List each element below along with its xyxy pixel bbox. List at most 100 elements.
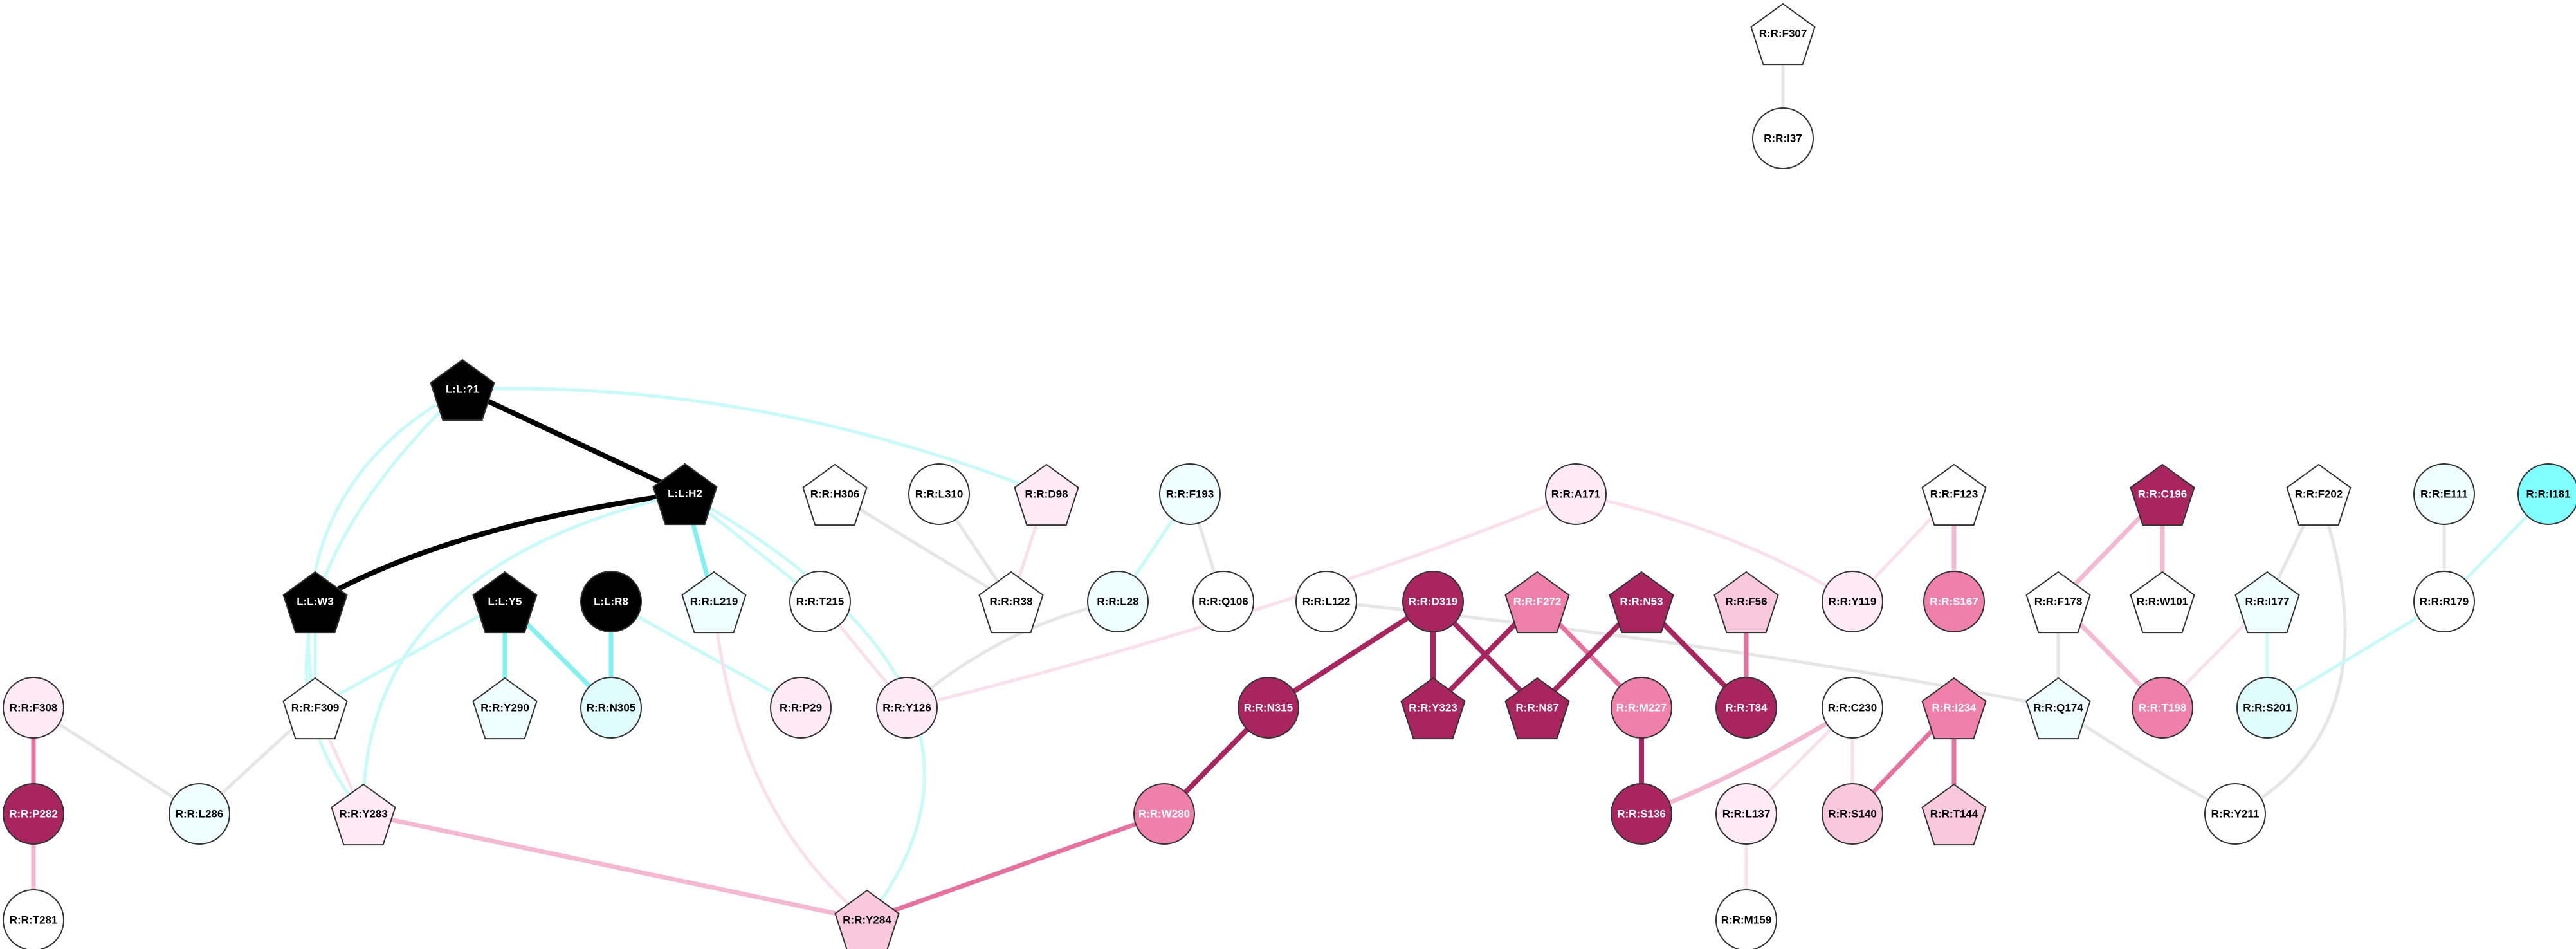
pentagon-node-shape	[331, 783, 396, 846]
node-label: R:R:N87	[1515, 702, 1558, 714]
node-r-r-w280: R:R:W280	[1133, 783, 1195, 845]
circle-node-shape	[908, 463, 970, 525]
node-label: R:R:R179	[2420, 596, 2469, 608]
node-r-r-s167: R:R:S167	[1923, 571, 1985, 632]
pentagon-node-shape	[681, 571, 747, 634]
node-label: R:R:F202	[2295, 488, 2343, 501]
node-l-l-y5: L:L:Y5	[472, 571, 538, 634]
node-r-r-f123: R:R:F123	[1921, 463, 1987, 526]
node-label: R:R:S201	[2243, 702, 2292, 714]
node-r-r-y126: R:R:Y126	[876, 677, 938, 739]
edge-r-r-w280-r-r-y284	[864, 811, 1167, 923]
pentagon-node-shape	[2234, 571, 2300, 634]
pentagon-node-shape	[2130, 463, 2195, 526]
node-r-r-d98: R:R:D98	[1014, 463, 1079, 526]
node-label: R:R:S136	[1617, 808, 1666, 820]
node-r-r-i37: R:R:I37	[1752, 107, 1814, 169]
pentagon-node-shape	[282, 571, 348, 634]
circle-node-shape	[789, 571, 851, 632]
node-r-r-c196: R:R:C196	[2130, 463, 2195, 526]
pentagon-node-shape	[282, 677, 348, 740]
pentagon-node-shape	[2286, 463, 2352, 526]
node-r-r-q106: R:R:Q106	[1192, 571, 1254, 632]
node-l-l-h2: L:L:H2	[652, 463, 718, 526]
edge-r-r-d319-r-r-n315	[1266, 599, 1436, 710]
pentagon-node-shape	[1921, 783, 1987, 846]
circle-node-shape	[1087, 571, 1149, 632]
circle-node-shape	[169, 783, 230, 845]
circle-node-shape	[2517, 463, 2576, 525]
node-label: R:R:I181	[2526, 488, 2571, 501]
node-r-r-m159: R:R:M159	[1715, 889, 1777, 949]
edge-r-r-a171-r-r-y119	[1574, 492, 1854, 603]
node-label: L:L:R8	[594, 596, 628, 608]
node-label: R:R:T281	[10, 914, 58, 926]
node-label: R:R:Y119	[1829, 596, 1877, 608]
node-r-r-f272: R:R:F272	[1504, 571, 1570, 634]
pentagon-node-shape	[2025, 677, 2091, 740]
circle-node-shape	[580, 677, 642, 739]
circle-node-shape	[1715, 889, 1777, 949]
pentagon-node-shape	[1014, 463, 1079, 526]
node-r-r-n305: R:R:N305	[580, 677, 642, 739]
node-r-r-c230: R:R:C230	[1822, 677, 1883, 739]
circle-node-shape	[580, 571, 642, 632]
node-r-r-f309: R:R:F309	[282, 677, 348, 740]
node-r-r-l219: R:R:L219	[681, 571, 747, 634]
node-label: R:R:W280	[1138, 808, 1190, 820]
node-label: R:R:Y126	[882, 702, 931, 714]
circle-node-shape	[1159, 463, 1221, 525]
node-label: R:R:N53	[1620, 596, 1663, 608]
pentagon-node-shape	[472, 677, 538, 740]
node-label: R:R:F309	[291, 702, 340, 714]
node-label: R:R:L28	[1097, 596, 1138, 608]
node-label: R:R:F193	[1166, 488, 1214, 501]
circle-node-shape	[1295, 571, 1357, 632]
node-label: R:R:A171	[1551, 488, 1601, 501]
node-r-r-i181: R:R:I181	[2517, 463, 2576, 525]
node-label: R:R:C196	[2138, 488, 2188, 501]
pentagon-node-shape	[2025, 571, 2091, 634]
node-l-l-r8: L:L:R8	[580, 571, 642, 632]
node-label: R:R:P282	[9, 808, 58, 820]
node-r-r-s201: R:R:S201	[2236, 677, 2298, 739]
node-label: R:R:L286	[176, 808, 224, 820]
node-r-r-w101: R:R:W101	[2130, 571, 2195, 634]
node-r-r-f178: R:R:F178	[2025, 571, 2091, 634]
node-label: R:R:R38	[989, 596, 1032, 608]
node-r-r-y284: R:R:Y284	[834, 889, 900, 949]
edge-r-r-f202-r-r-y211	[2233, 492, 2347, 816]
circle-node-shape	[2204, 783, 2266, 845]
node-r-r-t198: R:R:T198	[2132, 677, 2193, 739]
pentagon-node-shape	[1713, 571, 1779, 634]
circle-node-shape	[2132, 677, 2193, 739]
edge-r-r-y283-r-r-y284	[361, 811, 870, 923]
node-r-r-l310: R:R:L310	[908, 463, 970, 525]
circle-node-shape	[2236, 677, 2298, 739]
circle-node-shape	[1192, 571, 1254, 632]
pentagon-node-shape	[802, 463, 868, 526]
edge-r-r-h306-r-r-r38	[833, 492, 1013, 603]
pentagon-node-shape	[1921, 463, 1987, 526]
node-r-r-m227: R:R:M227	[1611, 677, 1672, 739]
circle-node-shape	[1822, 677, 1883, 739]
edge-l-l-y5-r-r-f309	[313, 600, 507, 710]
node-r-r-d319: R:R:D319	[1402, 571, 1464, 632]
node-r-r-y211: R:R:Y211	[2204, 783, 2266, 845]
edge-r-r-l28-r-r-y126	[905, 600, 1120, 710]
node-label: R:R:T144	[1930, 808, 1978, 820]
node-r-r-s140: R:R:S140	[1822, 783, 1883, 845]
edge-r-r-f308-r-r-l286	[32, 706, 201, 816]
node-label: R:R:I234	[1932, 702, 1977, 714]
node-r-r-h306: R:R:H306	[802, 463, 868, 526]
pentagon-node-shape	[1921, 677, 1987, 740]
node-label: R:R:L122	[1302, 596, 1351, 608]
circle-node-shape	[1611, 677, 1672, 739]
node-r-r-p29: R:R:P29	[770, 677, 832, 739]
node-label: L:L:?1	[446, 383, 479, 396]
edge-l-l-1-r-r-d98	[461, 387, 1048, 496]
node-r-r-f202: R:R:F202	[2286, 463, 2352, 526]
node-r-r-a171: R:R:A171	[1545, 463, 1607, 525]
node-label: R:R:D319	[1409, 596, 1458, 608]
